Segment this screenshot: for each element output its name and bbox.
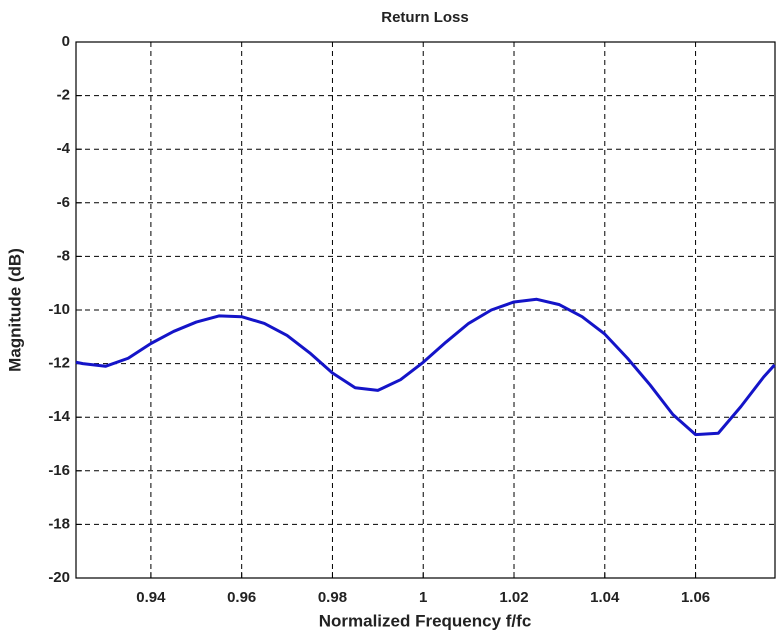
y-tick-label: -18	[48, 515, 70, 532]
x-tick-label: 0.98	[318, 589, 347, 606]
x-tick-label: 1.02	[499, 589, 528, 606]
y-tick-label: -10	[48, 301, 70, 318]
y-tick-label: 0	[62, 33, 70, 50]
data-line	[75, 297, 776, 437]
x-tick-label: 1.06	[681, 589, 710, 606]
y-tick-label: -14	[48, 408, 70, 425]
y-tick-label: -20	[48, 569, 70, 586]
y-tick-label: -16	[48, 462, 70, 479]
x-tick-label: 0.96	[227, 589, 256, 606]
x-tick-label: 1.04	[590, 589, 620, 606]
plot-frame	[75, 41, 776, 579]
x-axis-label: Normalized Frequency f/fc	[319, 611, 532, 630]
y-tick-label: -8	[57, 247, 70, 264]
y-tick-label: -6	[57, 194, 70, 211]
chart-title: Return Loss	[381, 9, 469, 26]
y-axis-label: Magnitude (dB)	[5, 248, 24, 372]
x-tick-label: 0.94	[136, 589, 166, 606]
y-tick-label: -12	[48, 355, 70, 372]
y-tick-label: -4	[57, 140, 71, 157]
y-tick-label: -2	[57, 87, 70, 104]
x-tick-label: 1	[419, 589, 427, 606]
